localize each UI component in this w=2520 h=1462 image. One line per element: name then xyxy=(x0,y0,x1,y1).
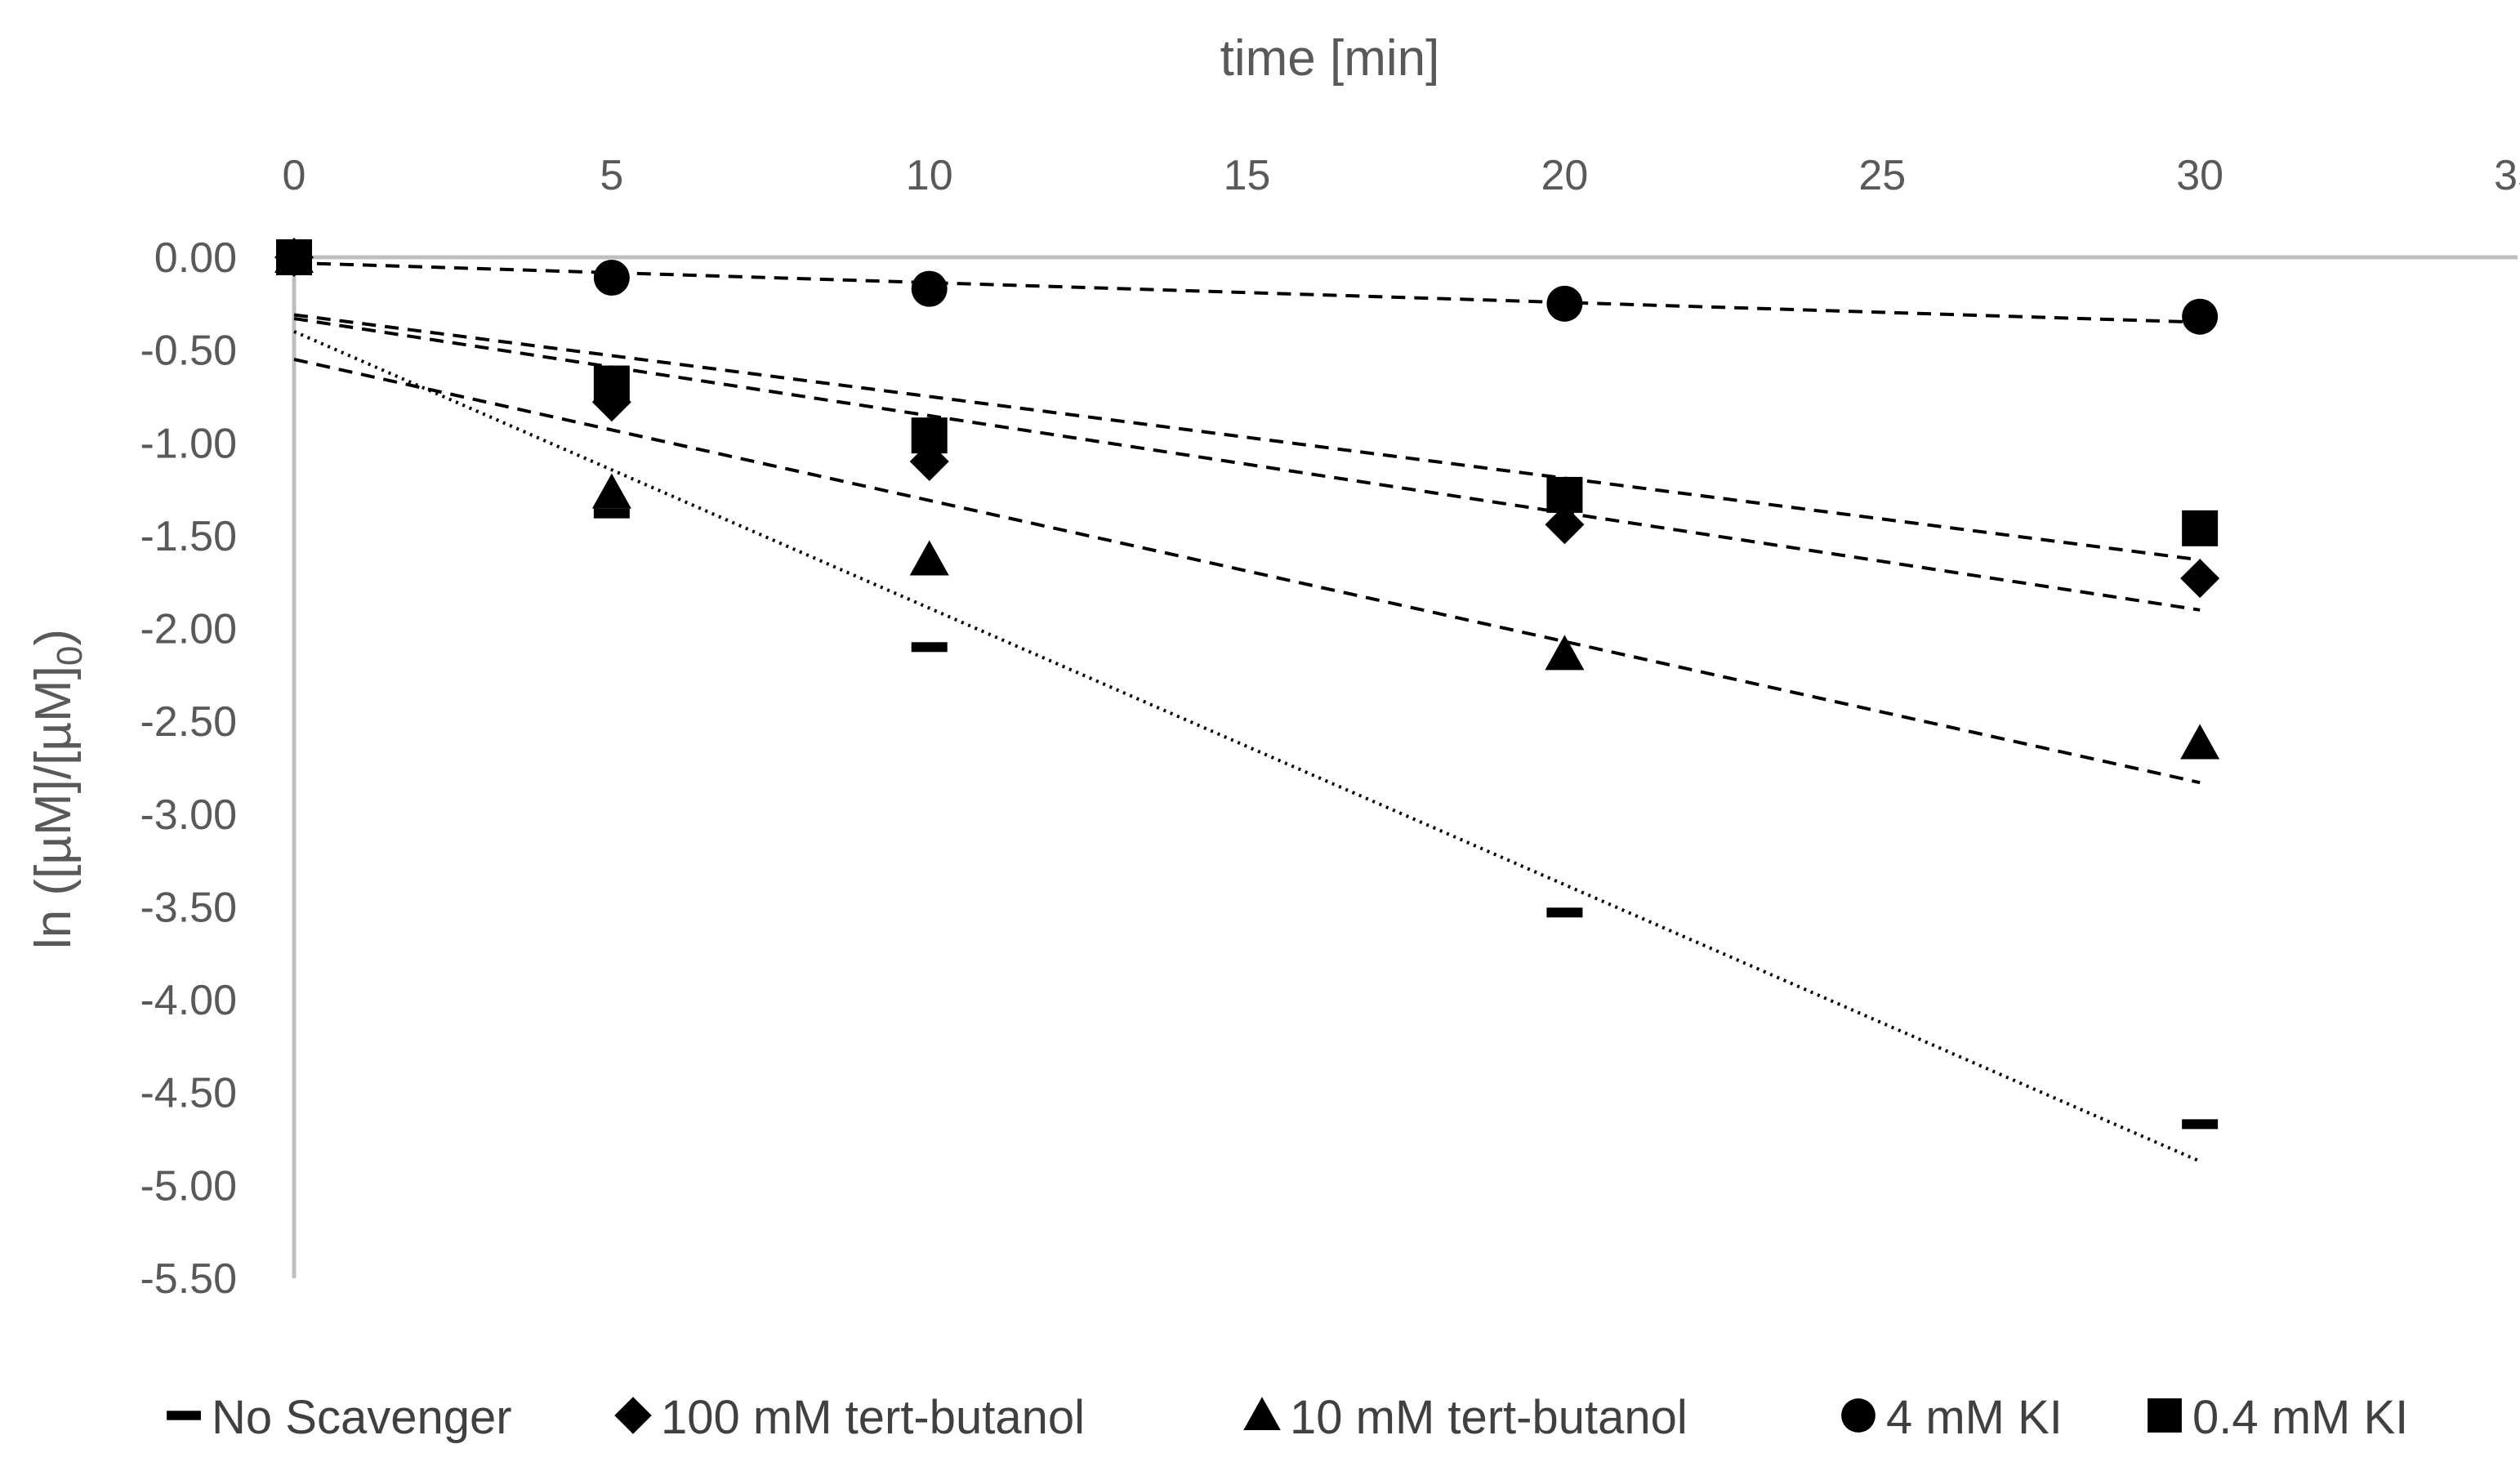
y-axis-title-main: ln ([µM]/[µM] xyxy=(25,666,82,949)
legend-marker-dash xyxy=(167,1411,201,1420)
data-point-dash xyxy=(911,642,948,653)
data-point-dash xyxy=(1546,907,1583,918)
legend-label: 100 mM tert-butanol xyxy=(661,1391,1085,1444)
data-point-triangle xyxy=(909,540,949,576)
x-tick-label: 10 xyxy=(906,152,953,199)
data-point-triangle xyxy=(1545,635,1585,671)
trendline xyxy=(293,261,2201,324)
x-tick-label: 0 xyxy=(283,152,306,199)
data-point-dash xyxy=(2182,1119,2219,1130)
x-tick-label: 25 xyxy=(1858,152,1906,199)
y-tick-label: -5.50 xyxy=(140,1255,237,1303)
data-point-square xyxy=(911,417,948,454)
y-tick-label: -1.50 xyxy=(140,513,237,560)
trendline xyxy=(293,358,2201,785)
data-point-circle xyxy=(593,260,630,296)
y-axis-title-subscript: 0 xyxy=(50,646,90,666)
y-tick-label: 0.00 xyxy=(154,234,237,282)
x-tick-label: 15 xyxy=(1224,152,1271,199)
trendline xyxy=(293,313,2201,562)
y-tick-label: -3.00 xyxy=(140,791,237,839)
legend: No Scavenger 100 mM tert-butanol 10 mM ter… xyxy=(167,1391,2408,1444)
y-tick-label: -2.50 xyxy=(140,698,237,746)
trendline xyxy=(293,330,2201,1163)
y-tick-label: -4.00 xyxy=(140,977,237,1024)
legend-marker-diamond xyxy=(614,1397,652,1434)
axes: 0 5 10 15 20 25 30 35 0.00 -0.50 -1.00 -1.50 -2.00 -2… xyxy=(140,152,2520,1303)
y-axis-title-close: ) xyxy=(25,629,82,646)
data-point-triangle xyxy=(2180,724,2220,760)
data-point-square xyxy=(2182,510,2219,546)
x-tick-label: 30 xyxy=(2176,152,2223,199)
y-tick-label: -2.00 xyxy=(140,606,237,653)
legend-label: 10 mM tert-butanol xyxy=(1290,1391,1688,1444)
x-tick-label: 20 xyxy=(1541,152,1589,199)
legend-label: No Scavenger xyxy=(212,1391,512,1444)
y-tick-label: -0.50 xyxy=(140,328,237,375)
y-tick-label: -4.50 xyxy=(140,1070,237,1117)
data-point-square xyxy=(276,239,312,275)
data-point-circle xyxy=(1546,285,1583,322)
x-axis-title: time [min] xyxy=(1220,30,1440,87)
data-points xyxy=(274,238,2220,1130)
legend-marker-square xyxy=(2148,1398,2182,1433)
legend-label: 4 mM KI xyxy=(1886,1391,2063,1444)
legend-marker-circle xyxy=(1841,1398,1876,1433)
data-point-diamond xyxy=(1545,505,1585,545)
data-point-triangle xyxy=(591,473,631,509)
x-tick-label: 5 xyxy=(600,152,623,199)
y-tick-label: -1.00 xyxy=(140,420,237,467)
data-point-circle xyxy=(2182,298,2219,335)
data-point-square xyxy=(593,365,630,402)
data-point-square xyxy=(1546,476,1583,513)
y-axis-title: ln ([µM]/[µM]0) xyxy=(25,629,90,949)
data-point-circle xyxy=(911,270,948,307)
data-point-diamond xyxy=(2180,559,2220,599)
legend-label: 0.4 mM KI xyxy=(2192,1391,2408,1444)
legend-marker-triangle xyxy=(1243,1397,1281,1431)
y-tick-label: -3.50 xyxy=(140,884,237,931)
trendlines xyxy=(293,261,2201,1163)
x-tick-label: 35 xyxy=(2494,152,2520,199)
data-point-dash xyxy=(593,508,630,519)
y-tick-label: -5.00 xyxy=(140,1162,237,1210)
trendline xyxy=(293,317,2201,612)
